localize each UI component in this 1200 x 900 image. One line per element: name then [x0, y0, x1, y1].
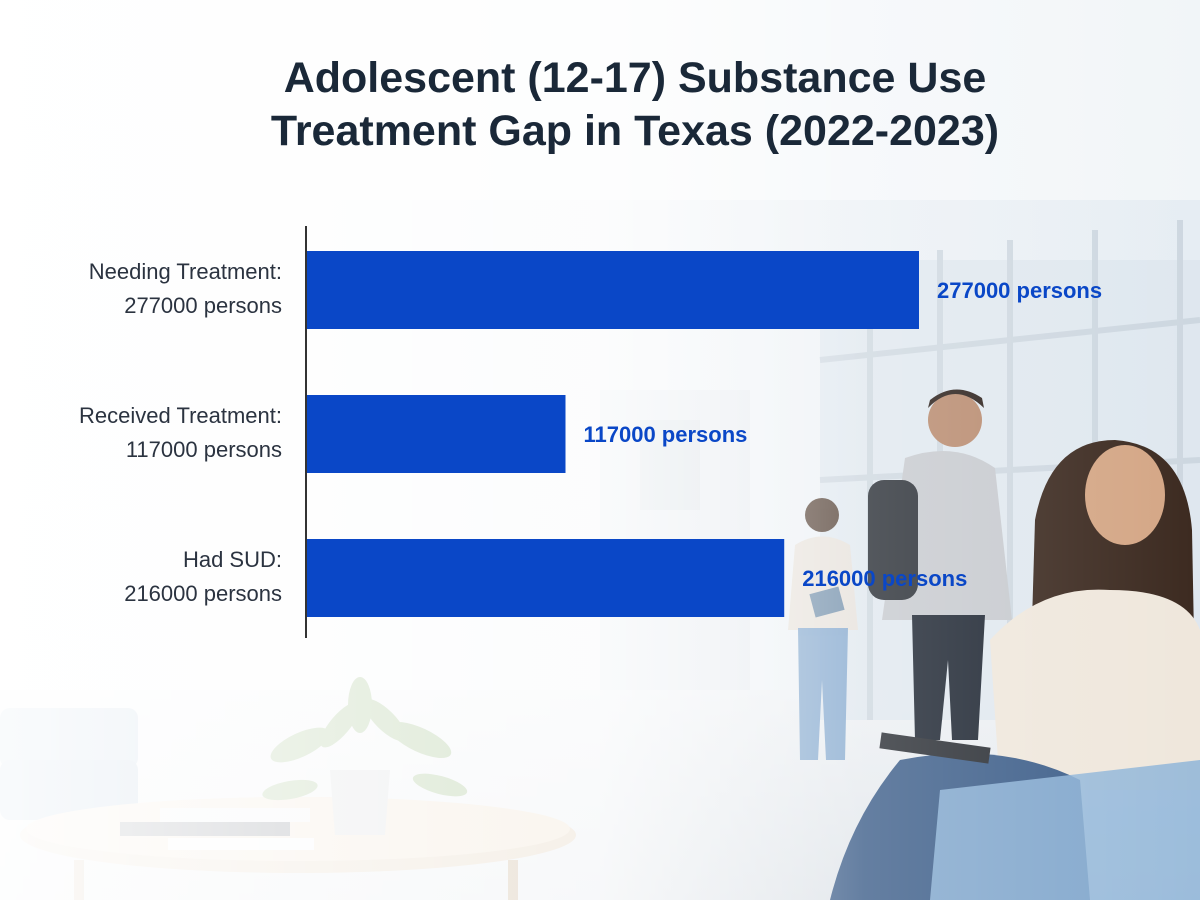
category-label-1-line-1: Received Treatment:: [79, 403, 282, 428]
category-label-2-line-2: 216000 persons: [124, 581, 282, 606]
category-label-0-line-2: 277000 persons: [124, 293, 282, 318]
value-label-2: 216000 persons: [802, 566, 967, 591]
bar-2: [307, 539, 785, 617]
value-label-1: 117000 persons: [583, 422, 747, 447]
bars-group: [307, 251, 919, 617]
value-label-0: 277000 persons: [937, 278, 1102, 303]
category-label-2-line-1: Had SUD:: [183, 547, 282, 572]
chart-title-line-1: Adolescent (12-17) Substance Use: [283, 54, 987, 102]
category-labels-group: Needing Treatment: 277000 persons Received…: [79, 259, 282, 606]
bar-1: [307, 395, 566, 473]
category-label-0-line-1: Needing Treatment:: [89, 259, 282, 284]
bar-0: [307, 251, 919, 329]
chart-title-line-2: Treatment Gap in Texas (2022-2023): [270, 107, 1000, 155]
chart-title: Adolescent (12-17) Substance Use Treatme…: [0, 52, 1200, 158]
category-label-1-line-2: 117000 persons: [126, 437, 282, 462]
value-labels-group: 277000 persons 117000 persons 216000 perso…: [583, 278, 1102, 591]
